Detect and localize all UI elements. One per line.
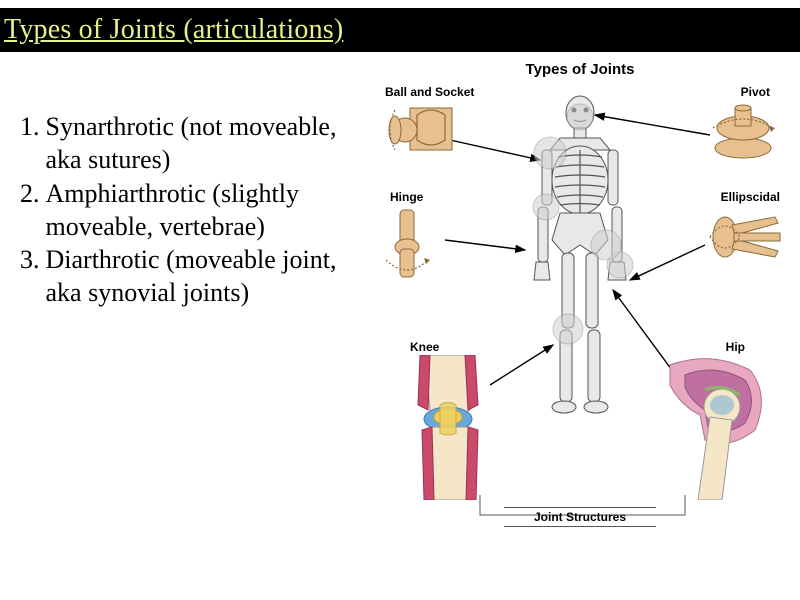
ellipsoidal-icon bbox=[700, 205, 785, 270]
label-knee: Knee bbox=[410, 340, 439, 354]
hotspot-elbow bbox=[533, 194, 559, 220]
list-number: 1. bbox=[20, 110, 46, 177]
hotspot-skull bbox=[567, 104, 593, 130]
bottom-caption: Joint Structures bbox=[504, 507, 656, 527]
hinge-icon bbox=[380, 205, 450, 280]
hotspot-shoulder bbox=[534, 137, 566, 169]
joint-types-list: 1. Synarthrotic (not moveable, aka sutur… bbox=[20, 110, 370, 310]
label-ellipsoidal: Ellipscidal bbox=[721, 190, 780, 204]
label-hinge: Hinge bbox=[390, 190, 423, 204]
ball-socket-icon bbox=[375, 100, 455, 160]
knee-detail bbox=[390, 355, 505, 500]
slide: Types of Joints (articulations) 1. Synar… bbox=[0, 0, 800, 600]
list-item: 2. Amphiarthrotic (slightly moveable, ve… bbox=[20, 177, 370, 244]
right-leg bbox=[584, 253, 608, 413]
list-text: Diarthrotic (moveable joint, aka synovia… bbox=[46, 243, 371, 310]
label-ball-socket: Ball and Socket bbox=[385, 85, 474, 99]
list-number: 3. bbox=[20, 243, 46, 310]
pivot-icon bbox=[705, 100, 780, 165]
hip-detail bbox=[650, 355, 780, 500]
title-bar: Types of Joints (articulations) bbox=[0, 8, 800, 52]
list-number: 2. bbox=[20, 177, 46, 244]
hotspot-knee bbox=[553, 314, 583, 344]
label-hip: Hip bbox=[726, 340, 745, 354]
skeleton-figure bbox=[510, 95, 650, 425]
list-item: 3. Diarthrotic (moveable joint, aka syno… bbox=[20, 243, 370, 310]
label-pivot: Pivot bbox=[741, 85, 770, 99]
list-text: Synarthrotic (not moveable, aka sutures) bbox=[46, 110, 371, 177]
types-of-joints-diagram: Types of Joints Ball and Socket bbox=[365, 55, 795, 555]
hotspot-hip bbox=[591, 230, 621, 260]
list-item: 1. Synarthrotic (not moveable, aka sutur… bbox=[20, 110, 370, 177]
slide-title: Types of Joints (articulations) bbox=[0, 14, 343, 46]
list-text: Amphiarthrotic (slightly moveable, verte… bbox=[46, 177, 371, 244]
bottom-caption-row: Joint Structures bbox=[365, 507, 795, 527]
